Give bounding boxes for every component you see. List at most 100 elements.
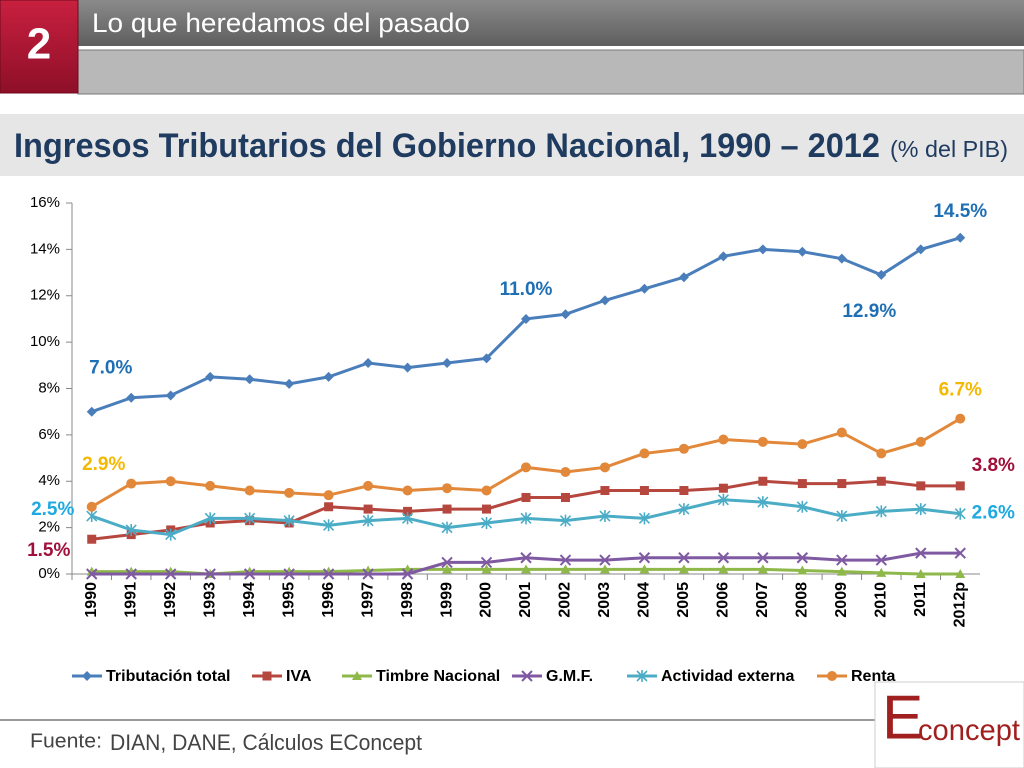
marker: [520, 512, 532, 525]
header-bar: [78, 0, 1024, 46]
marker: [86, 406, 97, 417]
marker: [165, 528, 177, 541]
marker: [521, 462, 531, 473]
marker: [678, 272, 689, 283]
marker: [599, 295, 610, 306]
marker: [717, 552, 730, 564]
marker: [758, 476, 768, 486]
marker: [599, 554, 611, 566]
marker: [599, 510, 611, 523]
marker: [875, 505, 887, 518]
marker: [362, 568, 374, 580]
marker: [955, 413, 966, 424]
y-tick-label: 4%: [38, 472, 60, 489]
marker: [204, 512, 216, 525]
y-tick-label: 16%: [30, 194, 60, 211]
marker: [599, 564, 610, 574]
marker: [915, 503, 927, 516]
marker: [442, 564, 453, 574]
marker: [718, 251, 729, 262]
x-tick-label: 2003: [596, 582, 613, 618]
data-label: 2.9%: [82, 454, 125, 475]
section-box: [0, 0, 79, 94]
marker: [797, 439, 808, 450]
marker: [638, 512, 651, 525]
marker: [678, 552, 690, 564]
data-label: 6.7%: [939, 380, 982, 401]
marker: [521, 492, 531, 502]
marker: [915, 436, 926, 447]
legend-item: Renta: [817, 668, 896, 685]
y-tick-label: 12%: [30, 287, 60, 304]
marker: [482, 504, 492, 514]
x-tick-label: 1993: [201, 582, 218, 618]
marker: [164, 568, 177, 580]
x-tick-label: 2007: [754, 582, 771, 618]
marker: [559, 554, 572, 566]
chart-subtitle: (% del PIB): [890, 136, 1008, 162]
marker: [560, 466, 571, 477]
marker: [955, 481, 965, 491]
marker: [837, 479, 847, 489]
title-bar: [0, 114, 1024, 176]
marker: [639, 448, 650, 459]
marker: [401, 512, 414, 525]
y-tick-label: 10%: [30, 333, 60, 350]
marker: [480, 516, 493, 529]
marker: [284, 378, 295, 389]
legend-item: G.M.F.: [512, 668, 593, 685]
marker: [126, 392, 137, 403]
marker: [283, 514, 295, 527]
marker: [955, 569, 966, 578]
marker: [797, 479, 807, 489]
marker: [679, 486, 689, 496]
marker: [797, 565, 808, 575]
marker: [836, 253, 847, 264]
data-label: 2.6%: [972, 503, 1015, 524]
x-tick-label: 1995: [280, 582, 297, 618]
logo-text: concept: [918, 714, 1021, 747]
marker: [678, 443, 689, 454]
marker: [560, 309, 571, 320]
marker: [363, 504, 373, 514]
data-label: 14.5%: [933, 201, 987, 222]
marker: [521, 564, 531, 574]
marker: [441, 521, 453, 534]
legend-label: G.M.F.: [546, 668, 593, 685]
marker: [836, 510, 848, 523]
marker: [82, 671, 92, 681]
marker: [205, 371, 216, 382]
marker: [757, 496, 769, 509]
legend-item: Tributación total: [72, 668, 230, 685]
marker: [560, 564, 571, 574]
marker: [362, 514, 374, 527]
x-tick-label: 1996: [320, 582, 337, 618]
x-tick-label: 1998: [399, 582, 416, 618]
marker: [757, 564, 768, 574]
marker: [876, 476, 886, 486]
marker: [323, 490, 334, 501]
marker: [442, 483, 453, 494]
y-tick-label: 8%: [38, 379, 60, 396]
marker: [480, 556, 493, 569]
marker: [481, 353, 492, 364]
marker: [262, 671, 272, 681]
marker: [560, 492, 570, 502]
series-line: [91, 479, 961, 541]
marker: [796, 552, 809, 564]
data-label: 3.8%: [972, 455, 1015, 476]
marker: [678, 564, 689, 574]
marker: [954, 547, 966, 559]
y-tick-label: 0%: [38, 565, 60, 582]
x-tick-label: 2004: [636, 582, 653, 618]
x-tick-label: 2009: [833, 582, 850, 618]
marker: [204, 568, 216, 580]
section-title: Lo que heredamos del pasado: [92, 8, 470, 38]
logo-box: [874, 681, 1024, 768]
marker: [86, 501, 97, 512]
marker: [323, 519, 335, 532]
legend-item: Timbre Nacional: [342, 668, 500, 685]
marker: [324, 502, 334, 512]
legend-item: Actividad externa: [627, 668, 794, 685]
y-tick-label: 6%: [38, 426, 60, 443]
